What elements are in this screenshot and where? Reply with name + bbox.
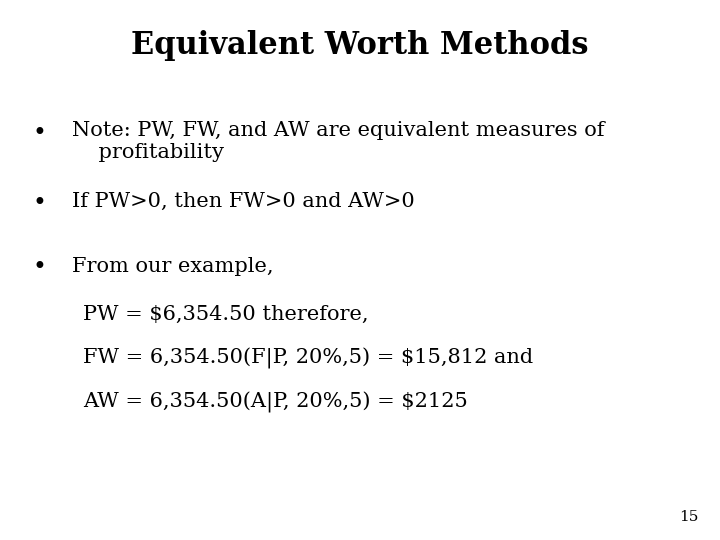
Text: FW = 6,354.50(F|P, 20%,5) = $15,812 and: FW = 6,354.50(F|P, 20%,5) = $15,812 and (83, 348, 533, 369)
Text: 15: 15 (679, 510, 698, 524)
Text: •: • (32, 256, 47, 280)
Text: Note: PW, FW, and AW are equivalent measures of
    profitability: Note: PW, FW, and AW are equivalent meas… (72, 122, 605, 163)
Text: •: • (32, 192, 47, 215)
Text: PW = $6,354.50 therefore,: PW = $6,354.50 therefore, (83, 305, 369, 324)
Text: If PW>0, then FW>0 and AW>0: If PW>0, then FW>0 and AW>0 (72, 192, 415, 211)
Text: •: • (32, 122, 47, 145)
Text: Equivalent Worth Methods: Equivalent Worth Methods (131, 30, 589, 60)
Text: AW = 6,354.50(A|P, 20%,5) = $2125: AW = 6,354.50(A|P, 20%,5) = $2125 (83, 392, 467, 413)
Text: From our example,: From our example, (72, 256, 274, 275)
